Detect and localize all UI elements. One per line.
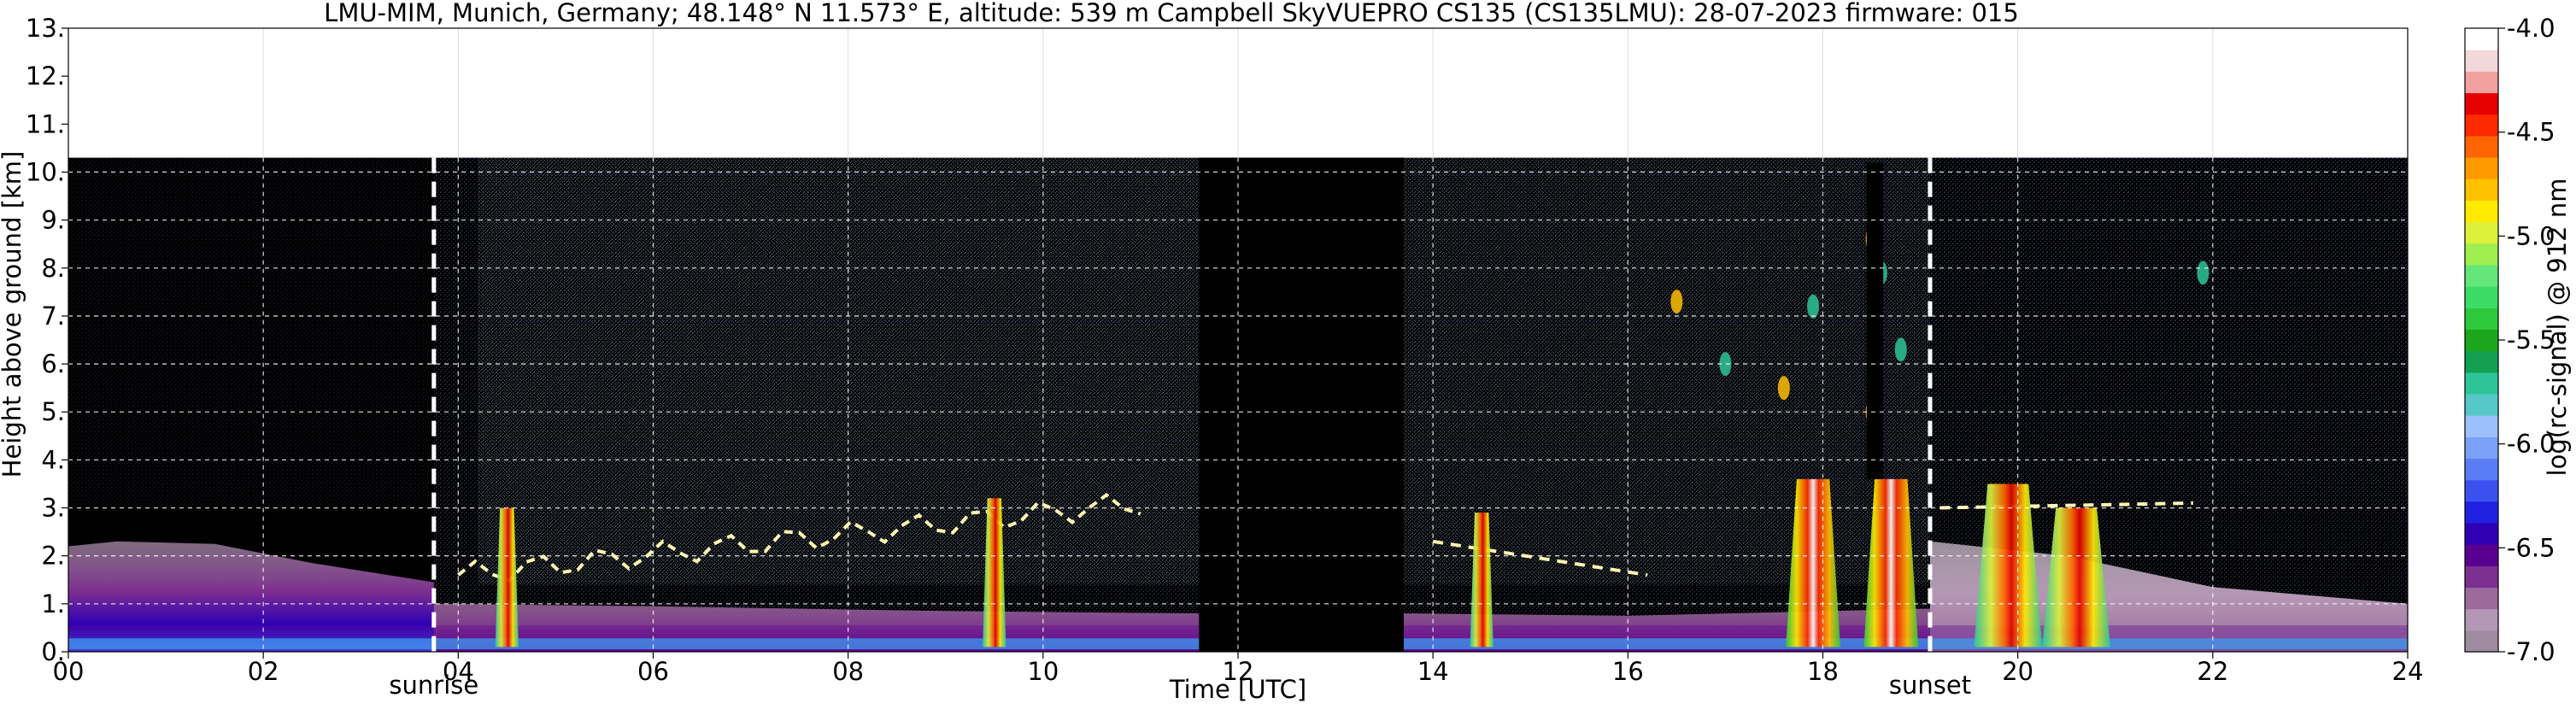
missing-data-gap <box>1199 157 1404 652</box>
y-tick-label-10: 10. <box>26 157 65 186</box>
x-axis-label: Time [UTC] <box>1169 675 1306 704</box>
x-tick-label-12: 24 <box>2392 657 2424 686</box>
colorbar-segment-28 <box>2465 28 2498 50</box>
x-tick-label-6: 12 <box>1223 657 1254 686</box>
y-tick-label-9: 9. <box>41 206 65 235</box>
precipitation-shaft-0 <box>495 507 519 647</box>
x-tick-label-9: 18 <box>1807 657 1839 686</box>
colorbar-segment-20 <box>2465 200 2498 223</box>
x-tick-label-1: 02 <box>248 657 279 686</box>
axis-ticks: 00 02 04 06 08 10 12 14 16 18 20 22 24 0. 1. 2. 3. 4. 5. 6.… <box>26 14 2424 686</box>
colorbar-segment-12 <box>2465 372 2498 395</box>
night-noise <box>68 157 430 508</box>
event-markers: sunrise sunset <box>389 157 1971 700</box>
colorbar-segment-4 <box>2465 544 2498 566</box>
colorbar-segment-8 <box>2465 458 2498 481</box>
colorbar-segment-19 <box>2465 221 2498 244</box>
precipitation-shaft-2 <box>1470 513 1493 647</box>
cloud-top-fragment-1 <box>1939 501 2194 510</box>
colorbar-tick-label-1: -4.5 <box>2507 118 2555 147</box>
colorbar-segment-25 <box>2465 92 2498 115</box>
cloud-fragment-7 <box>1670 290 1683 314</box>
colorbar-segment-0 <box>2465 630 2498 653</box>
y-tick-label-8: 8. <box>41 254 65 283</box>
x-tick-label-4: 08 <box>832 657 864 686</box>
cloud-fragment-0 <box>1719 352 1732 377</box>
x-tick-label-3: 06 <box>637 657 669 686</box>
sunrise-label: sunrise <box>389 671 478 700</box>
cloud-fragment-1 <box>1777 376 1790 401</box>
x-tick-label-11: 22 <box>2197 657 2228 686</box>
night-aerosol-layer <box>68 541 434 652</box>
y-tick-label-11: 11. <box>26 109 65 138</box>
grid <box>68 28 2408 652</box>
precipitation-shaft-3 <box>1786 478 1841 647</box>
colorbar-segment-18 <box>2465 243 2498 266</box>
precipitation-shaft-1 <box>983 498 1006 647</box>
colorbar-tick-label-5: -6.5 <box>2507 533 2555 562</box>
x-tick-label-8: 16 <box>1612 657 1644 686</box>
x-tick-label-5: 10 <box>1027 657 1059 686</box>
y-tick-label-13: 13. <box>26 14 65 43</box>
chart-title: LMU-MIM, Munich, Germany; 48.148° N 11.5… <box>324 0 2019 27</box>
sunset-label: sunset <box>1889 671 1971 700</box>
dense-noise-afternoon <box>1403 157 1930 585</box>
colorbar-segment-21 <box>2465 179 2498 201</box>
colorbar-segment-6 <box>2465 501 2498 524</box>
y-axis-label: Height above ground [km] <box>0 151 26 478</box>
colorbar-tick-label-3: -5.5 <box>2507 325 2555 354</box>
colorbar-segment-14 <box>2465 329 2498 352</box>
colorbar-tick-label-6: -7.0 <box>2507 637 2555 666</box>
dense-noise-morning <box>478 157 1200 585</box>
precipitation-shaft-4 <box>1863 478 1919 647</box>
colorbar-segment-1 <box>2465 608 2498 631</box>
colorbar-tick-label-4: -6.0 <box>2507 430 2555 459</box>
colorbar-segment-10 <box>2465 415 2498 437</box>
colorbar-segment-24 <box>2465 114 2498 137</box>
colorbar-segment-13 <box>2465 350 2498 373</box>
attenuation-column <box>1866 162 1884 479</box>
colorbar-tick-label-2: -5.0 <box>2507 221 2555 250</box>
colorbar-segment-26 <box>2465 71 2498 94</box>
y-tick-label-0: 0. <box>41 637 65 666</box>
precipitation-shaft-5 <box>1974 483 2043 647</box>
boundary-layer-top <box>457 492 1141 583</box>
colorbar-segment-15 <box>2465 308 2498 331</box>
colorbar: -4.0 -4.5 -5.0 -5.5 -6.0 -6.5 -7.0 <box>2464 14 2555 666</box>
colorbar-segment-23 <box>2465 135 2498 158</box>
colorbar-tick-label-0: -4.0 <box>2507 14 2555 43</box>
y-tick-label-3: 3. <box>41 494 65 523</box>
y-tick-label-4: 4. <box>41 445 65 474</box>
x-tick-label-10: 20 <box>2002 657 2033 686</box>
precipitation-shaft-6 <box>2042 507 2111 647</box>
colorbar-segment-11 <box>2465 393 2498 416</box>
cloud-fragment-6 <box>1894 337 1907 362</box>
colorbar-segment-5 <box>2465 522 2498 545</box>
x-tick-label-2: 04 <box>443 657 474 686</box>
colorbar-segment-7 <box>2465 479 2498 502</box>
y-tick-label-5: 5. <box>41 397 65 426</box>
y-tick-label-1: 1. <box>41 589 65 618</box>
signal-field <box>68 157 2408 652</box>
colorbar-segment-3 <box>2465 565 2498 589</box>
colorbar-segment-17 <box>2465 264 2498 287</box>
colorbar-segment-27 <box>2465 50 2498 72</box>
colorbar-label: log(rc-signal) @ 912 nm <box>2543 179 2572 477</box>
evening-noise <box>1929 157 2408 508</box>
cloud-top-fragment-0 <box>1432 539 1648 577</box>
colorbar-segment-2 <box>2465 587 2498 610</box>
colorbar-segment-16 <box>2465 286 2498 308</box>
cloud-fragment-2 <box>1807 294 1820 319</box>
x-tick-label-0: 00 <box>53 657 85 686</box>
y-tick-label-2: 2. <box>41 542 65 571</box>
y-tick-label-12: 12. <box>26 62 65 91</box>
y-tick-label-7: 7. <box>41 302 65 331</box>
x-tick-label-7: 14 <box>1417 657 1449 686</box>
y-tick-label-6: 6. <box>41 349 65 378</box>
colorbar-segment-9 <box>2465 437 2498 460</box>
colorbar-segment-22 <box>2465 157 2498 179</box>
cloud-fragment-8 <box>2197 261 2209 285</box>
